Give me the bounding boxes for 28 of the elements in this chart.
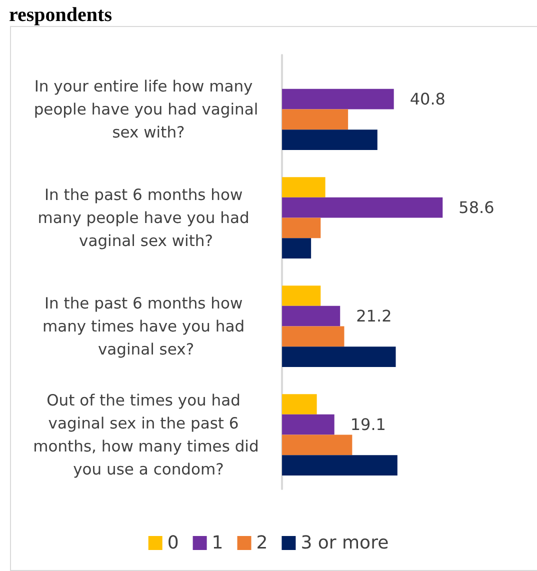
- bar: [282, 218, 321, 238]
- bar: [282, 394, 317, 414]
- data-label: 40.8: [410, 90, 446, 109]
- legend-label: 0: [167, 532, 179, 554]
- bar: [282, 326, 344, 347]
- bar: [282, 455, 398, 476]
- bar: [282, 130, 378, 150]
- bar: [282, 306, 340, 326]
- data-label: 58.6: [458, 198, 494, 218]
- y-tick-label: In your entire life how many people have you had vaginal sex with?: [34, 77, 258, 142]
- bar: [282, 109, 348, 130]
- bar: [282, 346, 396, 367]
- legend-label: 3 or more: [300, 532, 389, 554]
- text: respondents: [9, 4, 112, 26]
- y-tick-label: Out of the times you had vaginal sex in the past 6 months, how many times did you use a condom?: [33, 391, 259, 478]
- bar: [282, 414, 334, 435]
- bar: [282, 434, 352, 456]
- legend-label: 1: [212, 532, 224, 554]
- legend-label: 2: [256, 532, 268, 554]
- bar: [282, 286, 321, 306]
- y-tick-label: In the past 6 months how many times have you had vaginal sex?: [42, 294, 250, 358]
- bar: [282, 177, 326, 198]
- y-tick-label: In the past 6 months how many people have you had vaginal sex with?: [38, 186, 254, 250]
- bar: [282, 88, 394, 110]
- data-label: 21.2: [356, 306, 392, 326]
- bar: [282, 197, 443, 218]
- data-label: 19.1: [350, 415, 386, 434]
- bar: [282, 238, 312, 258]
